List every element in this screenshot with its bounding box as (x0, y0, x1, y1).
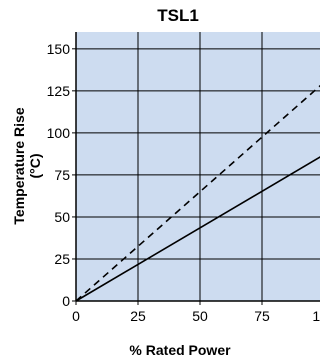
y-tick-label: 100 (47, 125, 71, 141)
y-axis-label-line1: Temperature Rise (11, 107, 27, 224)
x-tick-label: 75 (254, 308, 270, 324)
series-group: TSL1 (2)TSL1 (1) (75, 84, 320, 302)
x-tick-label: 0 (72, 308, 80, 324)
y-tick-label: 150 (47, 41, 71, 57)
y-tick-label: 75 (54, 167, 70, 183)
y-tick-label: 0 (62, 293, 70, 309)
y-tick-label: 125 (47, 83, 71, 99)
plot-area (76, 32, 320, 301)
y-axis-label: Temperature Rise (°C) (11, 107, 43, 224)
x-tick-label: 25 (130, 308, 146, 324)
series-line-2 (75, 156, 320, 302)
x-tick-label: 100 (312, 308, 320, 324)
y-tick-label: 25 (54, 251, 70, 267)
grid (72, 32, 320, 305)
y-tick-label: 50 (54, 209, 70, 225)
chart-title: TSL1 (157, 6, 199, 25)
y-axis-label-line2: (°C) (27, 153, 43, 178)
x-axis-label: % Rated Power (129, 342, 231, 358)
tick-labels: 0 25 50 75 100 0 25 50 75 100 125 150 (47, 41, 320, 324)
x-tick-label: 50 (192, 308, 208, 324)
